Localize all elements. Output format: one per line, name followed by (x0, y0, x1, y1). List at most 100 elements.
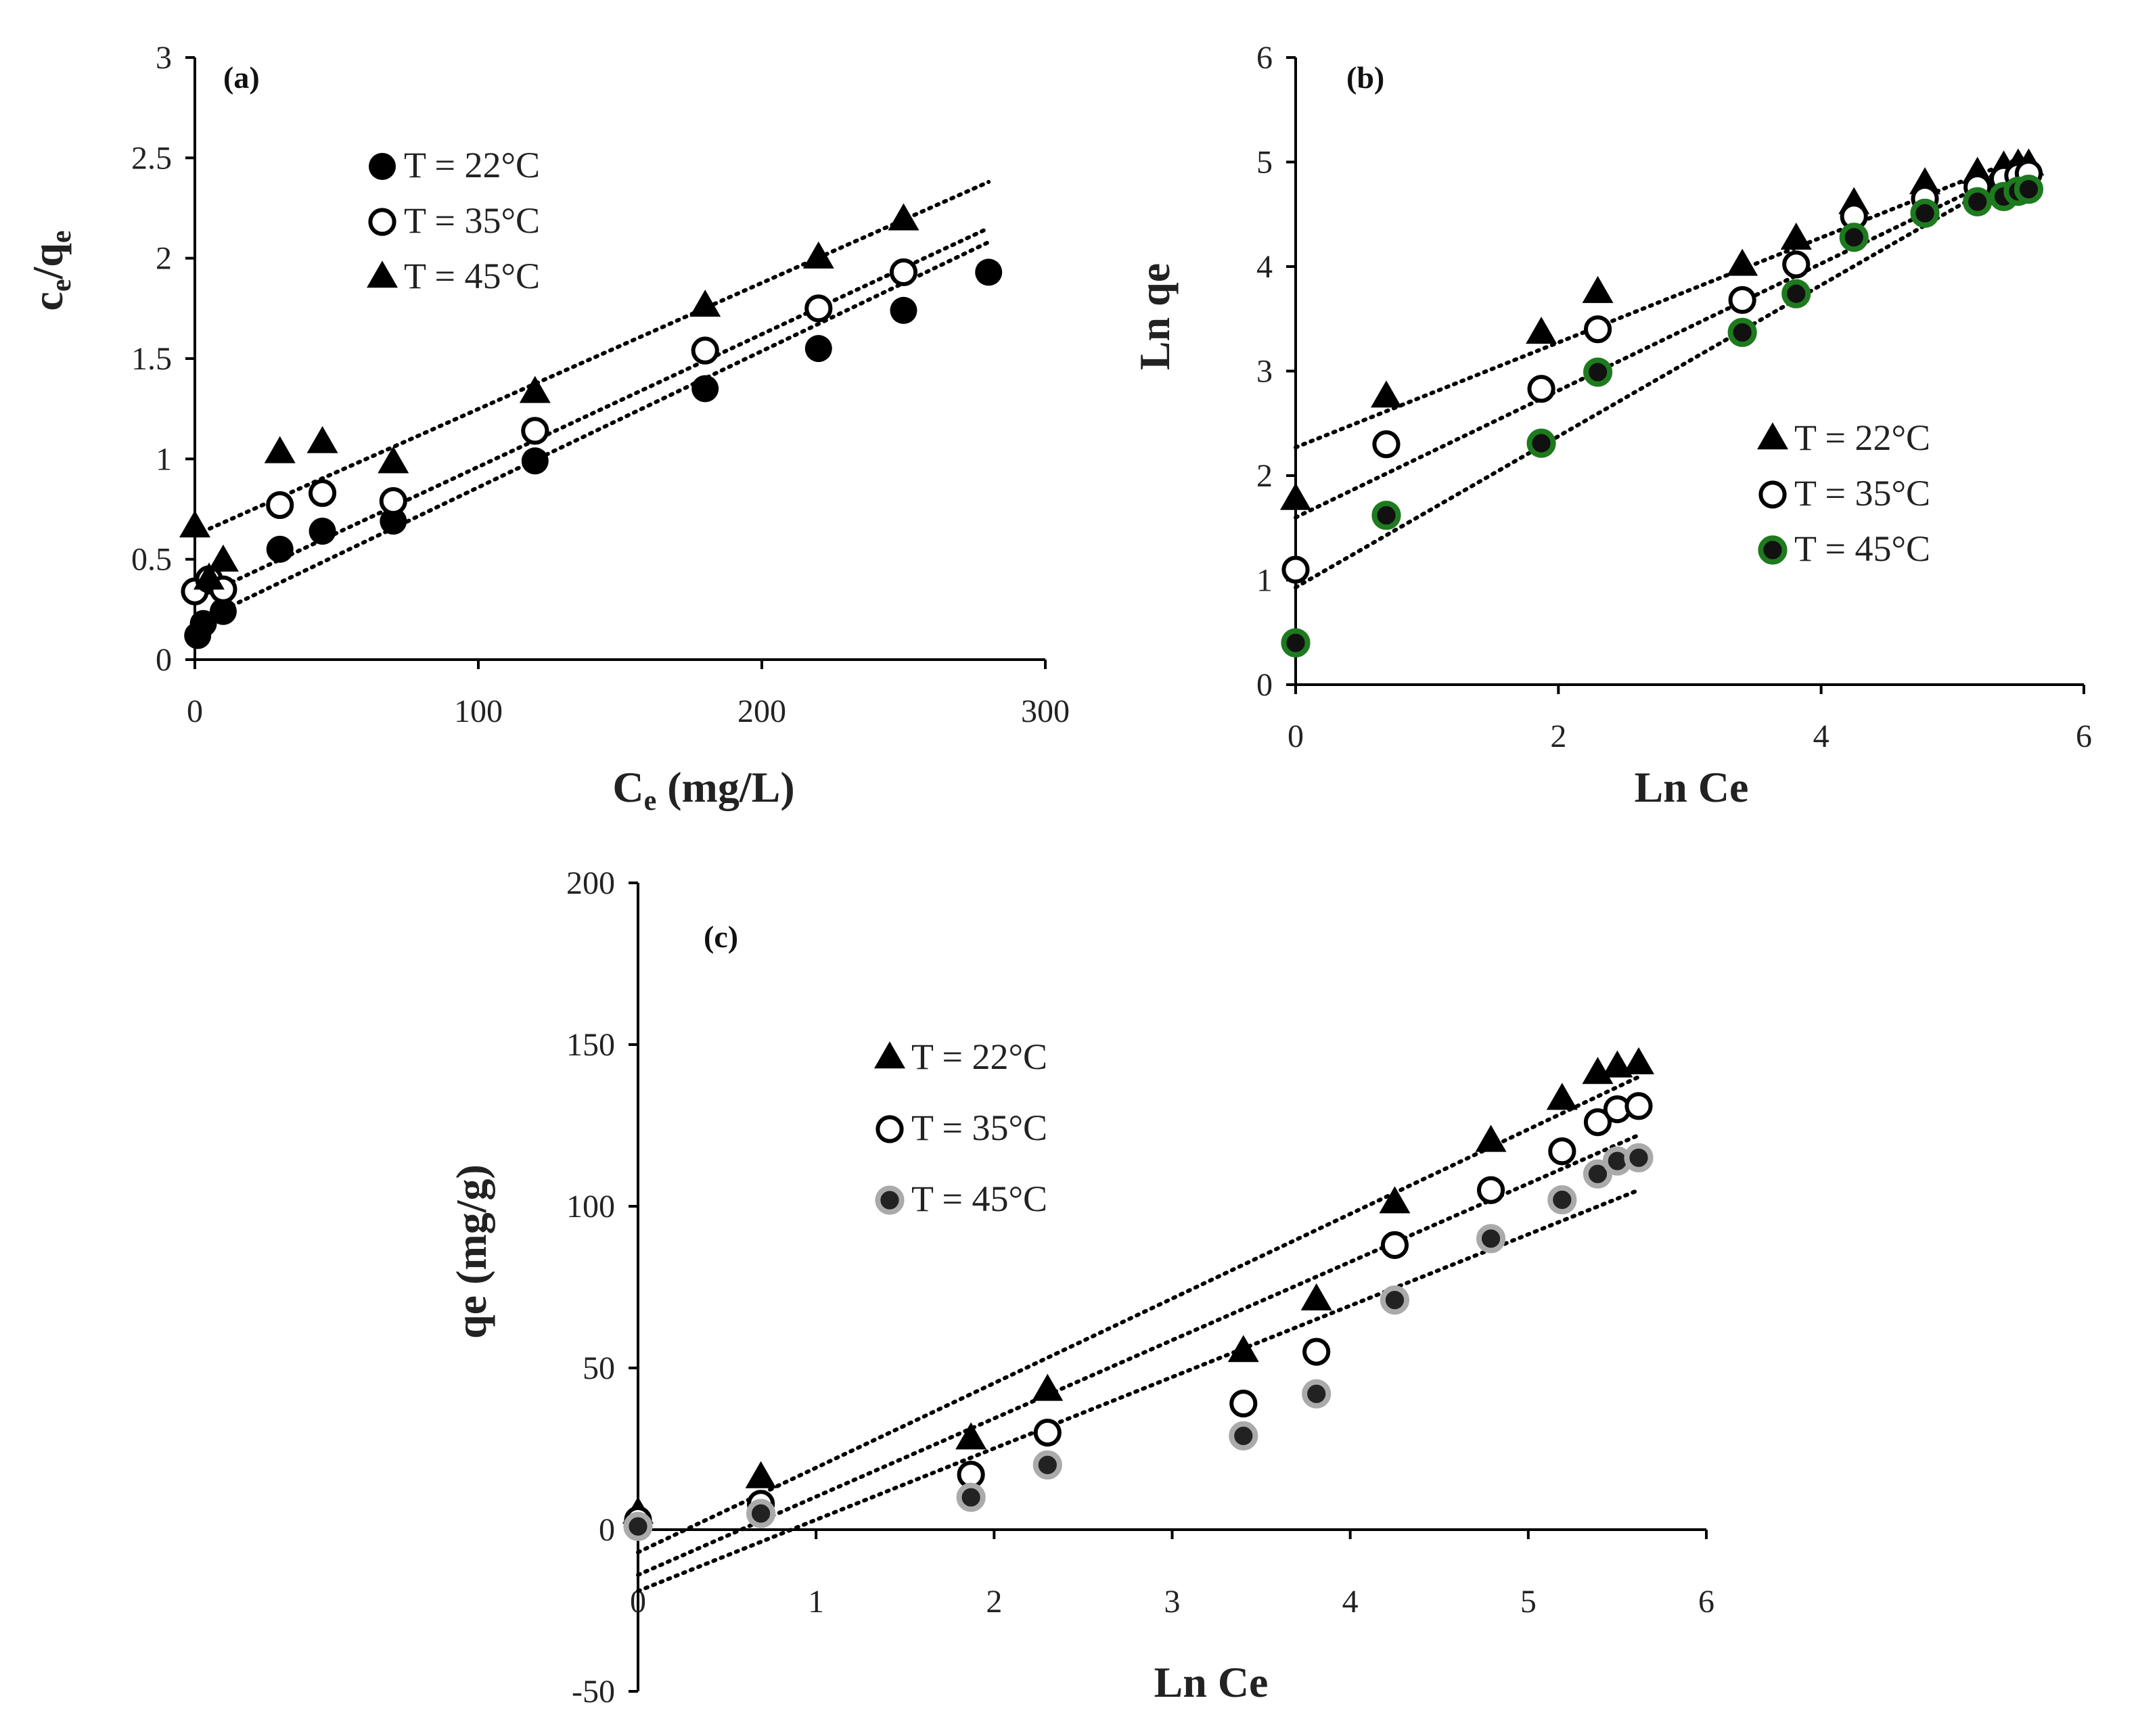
x-axis-title-a: Ce (mg/L) (612, 763, 794, 817)
legend-marker-c-1 (874, 1041, 905, 1069)
legend-label-a-3: T = 45°C (404, 256, 540, 296)
y-tick-label-c: 50 (583, 1350, 615, 1386)
data-point-b-series-3 (1910, 198, 1940, 228)
trendline-b-series-3 (1294, 162, 2034, 590)
data-point-b-series-2 (1281, 555, 1310, 584)
data-point-a-series-1 (309, 518, 336, 545)
data-point-c-series-2 (1624, 1092, 1653, 1120)
data-point-c-series-3 (1302, 1379, 1332, 1409)
data-point-c-series-3 (1032, 1450, 1062, 1480)
data-point-b-series-3 (1963, 187, 1993, 216)
x-tick-label-a: 200 (737, 693, 786, 729)
data-point-a-series-3 (519, 375, 551, 403)
trendline-a-series-3 (193, 179, 991, 538)
data-point-b-series-3 (1583, 357, 1613, 387)
legend-marker-c-2 (875, 1115, 904, 1143)
data-point-b-series-2 (1728, 285, 1756, 315)
y-tick-label-b: 1 (1256, 563, 1273, 599)
x-tick-label-c: 1 (808, 1584, 824, 1620)
data-point-a-series-3 (802, 241, 834, 269)
y-tick-label-b: 4 (1256, 249, 1273, 285)
x-axis-title-c: Ln Ce (1154, 1658, 1269, 1706)
data-point-b-series-1 (1526, 317, 1557, 344)
legend-marker-a-1 (369, 153, 396, 180)
trendline-c-series-2 (636, 1133, 1641, 1577)
data-point-c-series-3 (1624, 1143, 1654, 1172)
panel-label-c: (c) (704, 919, 738, 954)
data-point-a-series-2 (308, 479, 337, 507)
data-point-a-series-1 (189, 610, 217, 637)
y-axis-title-c: qe (mg/g) (447, 1164, 495, 1339)
data-point-c-series-2 (1548, 1137, 1576, 1166)
data-point-b-series-1 (1727, 248, 1758, 276)
data-point-c-series-1 (1300, 1283, 1332, 1310)
y-tick-label-b: 2 (1256, 458, 1273, 494)
y-tick-label-c: 150 (566, 1027, 615, 1063)
data-point-a-series-1 (804, 335, 832, 363)
legend-label-c-1: T = 22°C (911, 1036, 1047, 1077)
data-point-b-series-1 (1280, 482, 1311, 510)
data-point-a-series-3 (179, 510, 210, 538)
panel-label-b: (b) (1346, 60, 1384, 95)
trendline-b-series-1 (1294, 152, 2034, 450)
data-point-c-series-2 (1380, 1231, 1409, 1259)
y-tick-label-b: 6 (1256, 40, 1273, 76)
data-point-b-series-3 (1839, 223, 1869, 252)
x-tick-label-a: 0 (187, 693, 203, 729)
panel-label-a: (a) (223, 60, 260, 95)
data-point-c-series-1 (1601, 1050, 1633, 1078)
legend-label-b-2: T = 35°C (1794, 473, 1930, 513)
data-point-c-series-3 (1476, 1224, 1506, 1254)
y-axis-title-b: Ln qe (1131, 263, 1179, 370)
legend-label-a-1: T = 22°C (404, 145, 540, 185)
legend-label-c-2: T = 35°C (911, 1107, 1047, 1148)
data-point-a-series-1 (691, 375, 719, 403)
panel-a: 00.511.522.530 100 200 300(a)Ce (mg/L)ce/qe… (24, 40, 1070, 817)
x-title-sub: e (644, 785, 657, 817)
data-point-c-series-2 (1302, 1338, 1331, 1366)
data-point-b-series-3 (1727, 317, 1757, 347)
data-point-a-series-2 (804, 294, 833, 323)
y-title-c: c (24, 292, 72, 311)
data-point-a-series-3 (306, 426, 338, 453)
data-point-c-series-1 (745, 1461, 777, 1488)
legend-label-b-1: T = 22°C (1794, 417, 1930, 458)
y-tick-label-a: 3 (156, 40, 172, 76)
x-tick-label-c: 5 (1520, 1584, 1537, 1620)
data-point-c-series-3 (1380, 1285, 1410, 1315)
y-tick-label-a: 2.5 (131, 140, 172, 176)
trendline-c-series-3 (636, 1188, 1641, 1593)
data-point-b-series-2 (1583, 315, 1612, 344)
y-tick-label-a: 1 (156, 441, 172, 477)
data-point-a-series-3 (378, 446, 409, 474)
y-tick-label-a: 0.5 (131, 542, 172, 578)
x-title-main: C (612, 763, 643, 811)
data-point-a-series-3 (207, 544, 239, 572)
data-point-c-series-1 (1622, 1047, 1654, 1074)
y-tick-label-a: 0 (156, 642, 172, 678)
data-point-c-series-1 (955, 1422, 987, 1450)
data-point-b-series-3 (1526, 428, 1556, 458)
y-tick-label-c: 0 (599, 1512, 615, 1548)
data-point-c-series-2 (1229, 1389, 1258, 1418)
data-point-b-series-3 (1781, 279, 1811, 309)
data-point-c-series-1 (1546, 1082, 1578, 1110)
x-tick-label-c: 3 (1164, 1584, 1181, 1620)
data-point-a-series-3 (888, 203, 919, 231)
trendline-a-series-1 (193, 239, 991, 626)
x-tick-label-c: 4 (1342, 1584, 1359, 1620)
y-tick-label-b: 5 (1256, 145, 1273, 181)
legend-marker-b-3 (1758, 535, 1788, 565)
data-point-c-series-1 (1379, 1186, 1411, 1214)
data-point-b-series-2 (1782, 250, 1811, 279)
y-title-sub1: e (46, 279, 77, 292)
x-tick-label-c: 2 (986, 1584, 1002, 1620)
data-point-c-series-3 (623, 1511, 653, 1541)
data-point-a-series-1 (380, 507, 407, 535)
trendline-c-series-1 (636, 1074, 1641, 1555)
data-point-c-series-3 (1229, 1421, 1258, 1451)
y-tick-label-c: 200 (566, 865, 615, 901)
data-point-a-series-2 (889, 258, 918, 287)
